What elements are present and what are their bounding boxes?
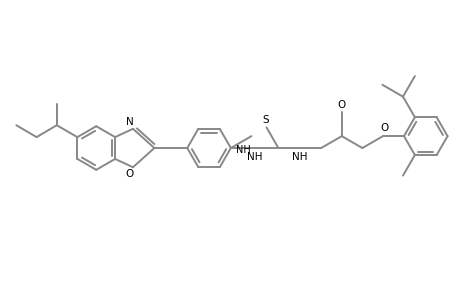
Text: NH: NH <box>235 145 250 155</box>
Text: O: O <box>337 100 345 110</box>
Text: O: O <box>126 169 134 179</box>
Text: N: N <box>126 117 134 127</box>
Text: S: S <box>262 116 268 125</box>
Text: NH: NH <box>291 152 307 162</box>
Text: O: O <box>380 123 388 133</box>
Text: NH: NH <box>246 152 262 162</box>
